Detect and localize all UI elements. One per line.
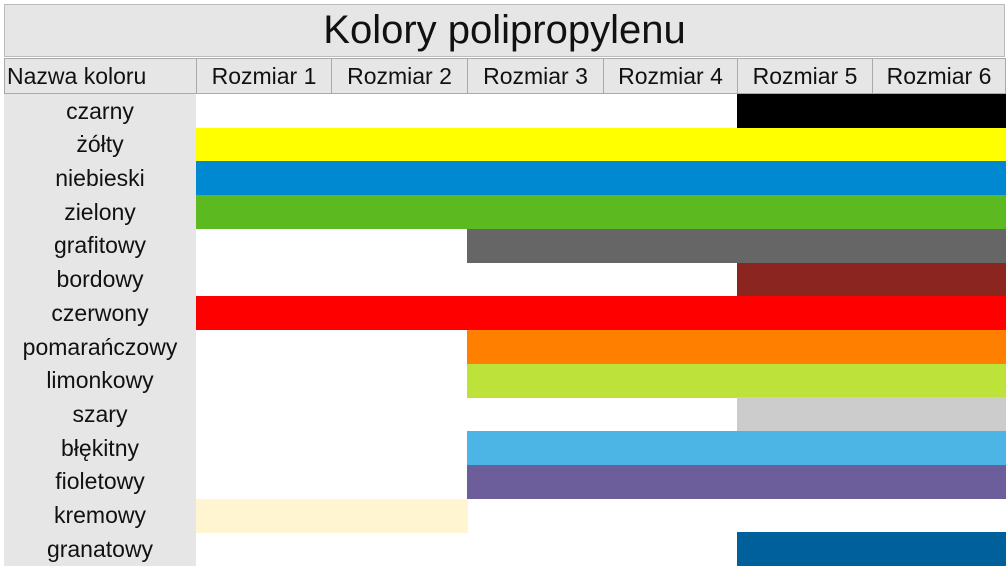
color-swatch bbox=[737, 195, 873, 230]
color-name: pomarańczowy bbox=[4, 330, 196, 365]
color-swatch bbox=[737, 296, 873, 331]
color-swatch bbox=[467, 464, 604, 500]
color-swatch bbox=[872, 397, 1006, 432]
color-swatch bbox=[737, 228, 873, 264]
color-swatch bbox=[603, 464, 738, 500]
color-swatch bbox=[737, 464, 873, 500]
color-swatch bbox=[196, 498, 332, 533]
color-swatch bbox=[872, 161, 1006, 196]
color-swatch bbox=[737, 397, 873, 432]
color-swatch bbox=[737, 330, 873, 365]
color-swatch bbox=[331, 161, 468, 196]
color-swatch bbox=[467, 161, 604, 196]
color-name: szary bbox=[4, 397, 196, 432]
color-swatch bbox=[872, 363, 1006, 398]
color-swatch bbox=[603, 296, 738, 331]
color-swatch bbox=[467, 363, 604, 398]
color-swatch bbox=[872, 195, 1006, 230]
color-swatch bbox=[467, 431, 604, 466]
color-swatch bbox=[467, 330, 604, 365]
color-swatch bbox=[603, 330, 738, 365]
header-cell: Rozmiar 6 bbox=[872, 58, 1006, 94]
color-swatch bbox=[603, 127, 738, 162]
color-name: limonkowy bbox=[4, 363, 196, 398]
color-swatch bbox=[196, 127, 332, 162]
color-swatch bbox=[331, 195, 468, 230]
color-swatch bbox=[872, 330, 1006, 365]
color-swatch bbox=[737, 161, 873, 196]
color-swatch bbox=[331, 127, 468, 162]
color-name: żółty bbox=[4, 127, 196, 162]
color-swatch bbox=[872, 127, 1006, 162]
color-swatch bbox=[603, 161, 738, 196]
color-swatch bbox=[467, 296, 604, 331]
color-swatch bbox=[872, 532, 1006, 566]
color-name: błękitny bbox=[4, 431, 196, 466]
color-name: czerwony bbox=[4, 296, 196, 331]
color-swatch bbox=[872, 262, 1006, 297]
color-swatch bbox=[737, 127, 873, 162]
color-name: bordowy bbox=[4, 262, 196, 297]
color-name: fioletowy bbox=[4, 464, 196, 500]
color-swatch bbox=[872, 296, 1006, 331]
header-cell: Rozmiar 1 bbox=[196, 58, 332, 94]
color-swatch bbox=[737, 363, 873, 398]
color-swatch bbox=[603, 363, 738, 398]
header-cell: Nazwa koloru bbox=[4, 58, 197, 94]
color-swatch bbox=[331, 498, 468, 533]
color-swatch bbox=[872, 431, 1006, 466]
color-name: grafitowy bbox=[4, 228, 196, 264]
color-swatch bbox=[467, 228, 604, 264]
color-swatch bbox=[196, 195, 332, 230]
color-swatch bbox=[872, 94, 1006, 129]
color-swatch bbox=[872, 464, 1006, 500]
color-name: zielony bbox=[4, 195, 196, 230]
color-swatch bbox=[737, 431, 873, 466]
color-swatch bbox=[196, 161, 332, 196]
header-cell: Rozmiar 5 bbox=[737, 58, 873, 94]
color-swatch bbox=[603, 431, 738, 466]
color-swatch bbox=[872, 228, 1006, 264]
color-swatch bbox=[737, 94, 873, 129]
color-swatch bbox=[467, 127, 604, 162]
color-swatch bbox=[331, 296, 468, 331]
color-swatch bbox=[603, 195, 738, 230]
color-name: kremowy bbox=[4, 498, 196, 533]
color-swatch bbox=[196, 296, 332, 331]
color-swatch bbox=[737, 532, 873, 566]
color-swatch bbox=[603, 228, 738, 264]
color-swatch bbox=[737, 262, 873, 297]
color-name: granatowy bbox=[4, 532, 196, 566]
color-swatch bbox=[467, 195, 604, 230]
header-cell: Rozmiar 2 bbox=[331, 58, 468, 94]
header-cell: Rozmiar 3 bbox=[467, 58, 604, 94]
color-name: niebieski bbox=[4, 161, 196, 196]
title: Kolory polipropylenu bbox=[4, 4, 1005, 57]
color-name: czarny bbox=[4, 94, 196, 129]
header-cell: Rozmiar 4 bbox=[603, 58, 738, 94]
